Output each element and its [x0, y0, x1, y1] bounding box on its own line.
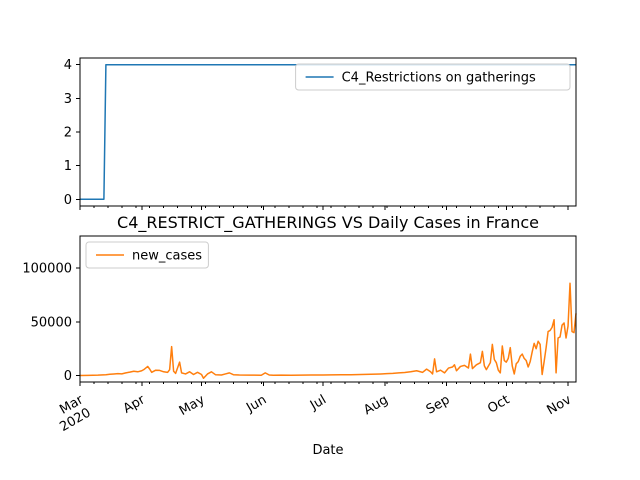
- y-tick-label: 0: [64, 193, 72, 208]
- y-tick-label: 0: [64, 369, 72, 384]
- y-tick-label: 3: [64, 92, 72, 107]
- legend-entry: C4_Restrictions on gatherings: [342, 71, 536, 86]
- x-tick-label: Apr: [121, 392, 149, 417]
- x-tick-label: Nov: [545, 392, 575, 418]
- legend-frame: [295, 63, 571, 91]
- top-subplot: 0 1 2 3 4 C4_Restrictions on gatherings: [64, 57, 577, 210]
- x-tick-label: Jun: [243, 392, 269, 416]
- chart-title: C4_RESTRICT_GATHERINGS VS Daily Cases in…: [117, 213, 539, 233]
- axes-frame: [79, 235, 577, 383]
- bottom-subplot: 0 50000 100000 Mar2020 Apr May Jun Jul Aug Sep Oct…: [22, 213, 577, 458]
- legend: C4_Restrictions on gatherings: [295, 63, 571, 91]
- y-tick-label: 1: [64, 159, 72, 174]
- series-line-new-cases: [79, 282, 577, 379]
- x-tick-label: Mar2020: [50, 392, 94, 435]
- x-axis-label: Date: [312, 443, 343, 458]
- x-tick-label: Oct: [485, 392, 512, 416]
- x-tick-label: May: [177, 392, 208, 419]
- x-tick-label: Aug: [361, 392, 390, 418]
- y-tick-label: 50000: [31, 315, 72, 330]
- y-tick-label: 4: [64, 58, 72, 73]
- x-tick-label: Sep: [424, 392, 453, 417]
- y-tick-label: 2: [64, 126, 72, 141]
- x-tick-label: Jul: [307, 392, 329, 413]
- y-tick-label: 100000: [22, 262, 72, 277]
- legend-frame: [85, 241, 209, 269]
- legend: new_cases: [85, 241, 209, 269]
- legend-entry: new_cases: [132, 249, 202, 264]
